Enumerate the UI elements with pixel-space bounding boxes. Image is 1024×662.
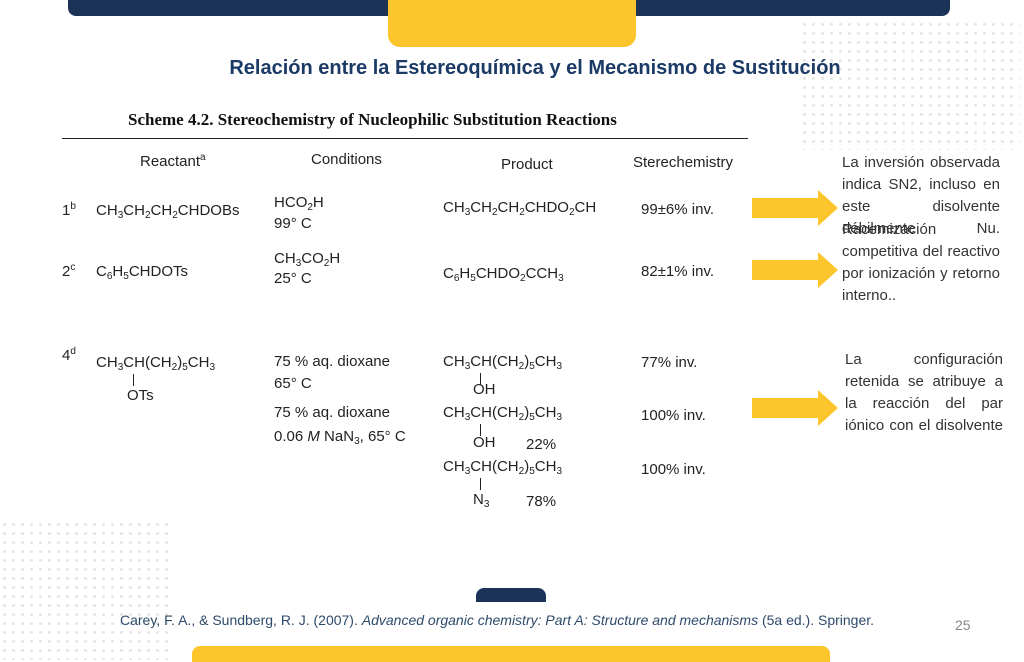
product-yield: 78% [526,493,557,510]
note: La inversión observada indica SN2, inclu… [842,154,1000,237]
product-substituent: OH [473,381,496,398]
header-cell: Conditions [311,151,382,169]
note: La configuración retenida se atribuye a … [845,351,1003,434]
header-cell: Reactanta [140,153,206,171]
reactant-substituent: OTs [127,387,154,404]
row-number-text: 4 [62,347,71,364]
condition: 25° C [274,270,312,287]
condition: 75 % aq. dioxane [274,404,390,421]
product-substituent: OH [473,434,496,451]
condition: 65° C [274,375,312,392]
note: Racemización competitiva del reactivo po… [842,221,1000,304]
product-yield: 22% [526,436,557,453]
condition: HCO2H [274,194,324,213]
ref-details: (5a ed.). Springer. [761,612,875,628]
header-text: Reactant [140,153,201,170]
bottom-tab [476,588,546,602]
arrow [752,252,838,288]
product: C6H5CHDO2CCH3 [443,265,564,284]
reference: Carey, F. A., & Sundberg, R. J. (2007). … [120,612,874,628]
ref-authors: Carey, F. A., & Sundberg, R. J. (2007). [120,612,358,628]
stereochemistry: 100% inv. [641,407,706,424]
product: CH3CH2CH2CHDO2CH [443,199,597,218]
row-note: b [70,201,76,212]
bond [480,373,481,385]
product: CH3CH(CH2)5CH3 [443,353,562,372]
stereochemistry: 77% inv. [641,354,698,371]
condition: 0.06 M NaN3, 65° C [274,428,406,447]
top-tab [388,0,636,47]
product: CH3CH(CH2)5CH3 [443,458,562,477]
row-number-text: 1 [62,202,71,219]
header-cell: Sterechemistry [633,154,733,172]
row-number-text: 2 [62,263,71,280]
slide-title: Relación entre la Estereoquímica y el Me… [229,57,841,79]
row-number: 1b [62,202,76,220]
header-text: Conditions [311,151,382,168]
header-note: a [200,152,206,163]
arrow [752,190,838,226]
header-text: Product [501,156,553,173]
bond [480,424,481,436]
row-number: 4d [62,347,76,365]
header-text: Sterechemistry [633,154,734,171]
condition: 75 % aq. dioxane [274,353,390,370]
row-note: d [70,346,76,357]
row-number: 2c [62,263,75,281]
stereochemistry: 82±1% inv. [641,263,715,280]
page-number: 25 [955,617,971,633]
decor-dots [0,520,170,660]
arrow-shape [752,190,838,226]
reactant: C6H5CHDOTs [96,263,189,282]
decor-dots [800,20,1020,150]
reactant: CH3CH(CH2)5CH3 [96,354,215,373]
stereochemistry: 100% inv. [641,461,706,478]
product: CH3CH(CH2)5CH3 [443,404,562,423]
row-note: c [70,262,76,273]
condition: 99° C [274,215,312,232]
reactant: CH3CH2CH2CHDOBs [96,202,240,221]
rule [62,138,748,139]
condition: CH3CO2H [274,250,341,269]
bottom-bar [192,646,830,662]
arrow-shape [752,390,838,426]
product-substituent: N3 [473,491,490,510]
bond [133,374,134,386]
header-cell: Product [501,156,553,174]
arrow [752,390,838,426]
arrow-shape [752,252,838,288]
ref-title: Advanced organic chemistry: Part A: Stru… [361,612,759,628]
bond [480,478,481,490]
stereochemistry: 99±6% inv. [641,201,715,218]
scheme-caption: Scheme 4.2. Stereochemistry of Nucleophi… [128,110,617,129]
